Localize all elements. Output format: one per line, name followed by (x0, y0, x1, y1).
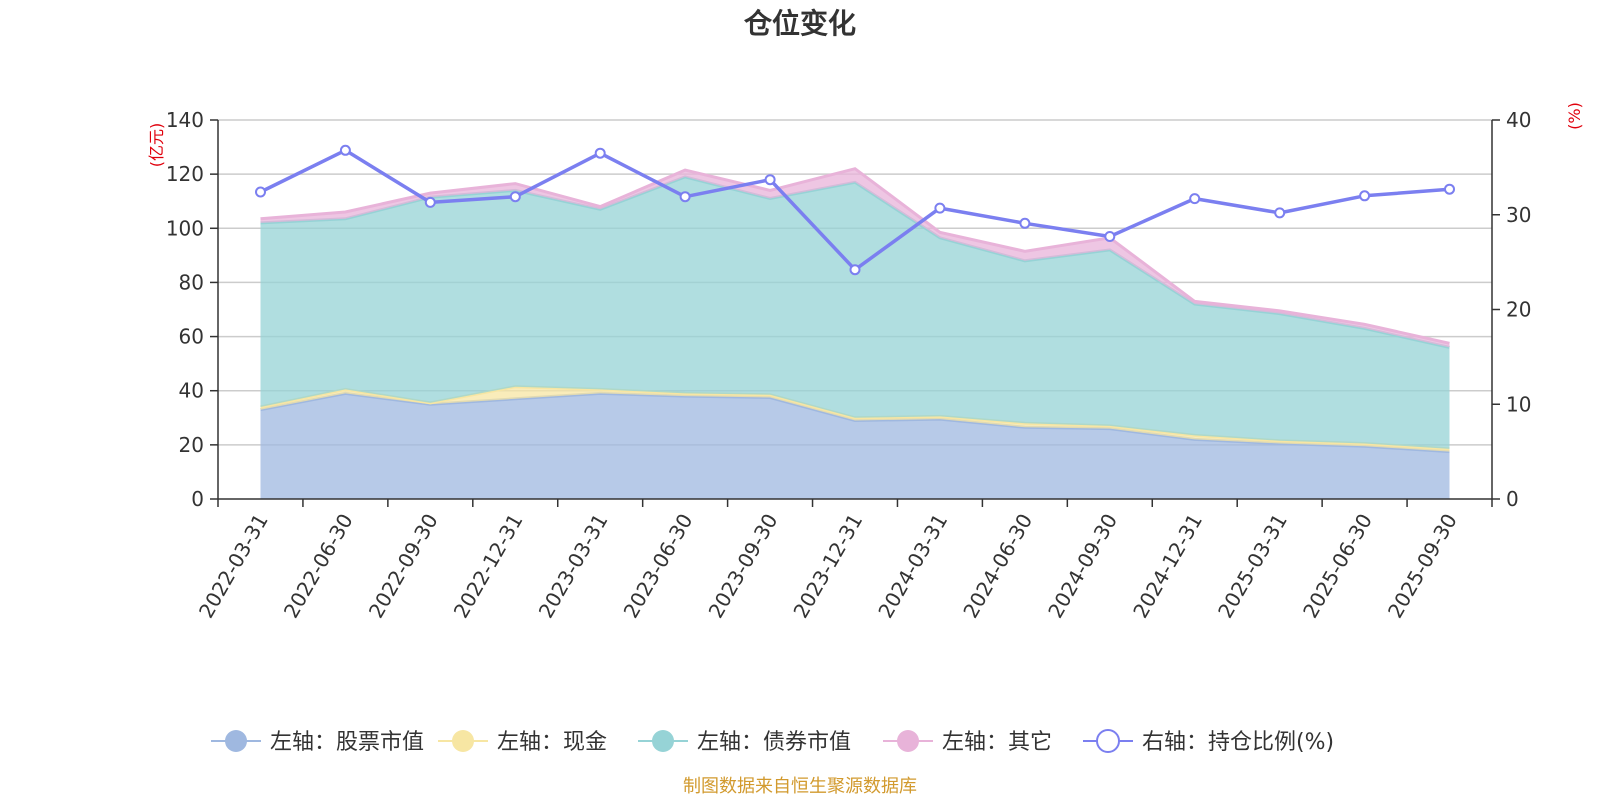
ratio-line (255, 144, 1455, 276)
x-tick-label-6: 2023-09-30 (703, 510, 782, 623)
legend: 左轴：股票市值 左轴：现金 左轴：债券市值 左轴：其它 右轴：持仓比例(%) (211, 729, 1334, 755)
ratio-point-10 (1104, 231, 1116, 242)
source-note: 制图数据来自恒生聚源数据库 (683, 776, 917, 797)
area-edge-3 (260, 167, 1450, 345)
right-tick-label-10: 10 (1506, 392, 1531, 416)
legend-marker-4 (1096, 729, 1120, 753)
legend-label-1: 左轴：现金 (497, 730, 607, 755)
legend-marker-1 (452, 730, 474, 752)
left-tick-label-60: 60 (179, 325, 204, 349)
x-tick-label-2: 2022-09-30 (364, 510, 443, 623)
ratio-point-11 (1189, 193, 1201, 205)
x-tick-label-10: 2024-09-30 (1043, 510, 1122, 623)
ratio-point-14 (1444, 183, 1455, 195)
ratio-point-5 (679, 191, 691, 203)
x-tick-label-4: 2023-03-31 (534, 510, 613, 623)
x-tick-label-12: 2025-03-31 (1213, 510, 1292, 623)
left-tick-label-140: 140 (166, 108, 204, 132)
x-tick-label-11: 2024-12-31 (1128, 510, 1207, 623)
x-tick-label-8: 2024-03-31 (873, 510, 952, 623)
area-series-2 (260, 176, 1450, 449)
x-tick-label-0: 2022-03-31 (194, 510, 273, 623)
left-tick-label-20: 20 (179, 433, 204, 457)
x-tick-label-14: 2025-09-30 (1383, 510, 1462, 623)
x-tick-label-13: 2025-06-30 (1298, 510, 1377, 623)
legend-label-0: 左轴：股票市值 (270, 730, 424, 755)
left-tick-label-120: 120 (166, 162, 204, 186)
left-tick-label-80: 80 (179, 270, 204, 294)
x-tick-label-9: 2024-06-30 (958, 510, 1037, 623)
ratio-point-4 (594, 147, 606, 159)
ratio-point-2 (424, 196, 436, 208)
ratio-point-0 (255, 186, 266, 198)
legend-label-2: 左轴：债券市值 (697, 730, 851, 755)
ratio-point-9 (1019, 217, 1031, 229)
ratio-point-3 (509, 191, 521, 203)
left-tick-label-0: 0 (191, 487, 204, 511)
chart-title: 仓位变化 (744, 7, 856, 40)
legend-label-4: 右轴：持仓比例(%) (1142, 730, 1334, 755)
ratio-point-12 (1274, 207, 1286, 219)
legend-label-3: 左轴：其它 (942, 730, 1052, 755)
legend-item-4: 右轴：持仓比例(%) (1083, 729, 1334, 755)
legend-item-2: 左轴：债券市值 (638, 730, 851, 755)
legend-marker-0 (225, 730, 247, 752)
right-axis-name: (%) (1565, 102, 1584, 130)
left-tick-label-100: 100 (166, 216, 204, 240)
ratio-point-8 (934, 202, 946, 214)
left-tick-label-40: 40 (179, 379, 204, 403)
x-tick-label-1: 2022-06-30 (279, 510, 358, 623)
area-series-0 (260, 393, 1450, 499)
x-tick-label-3: 2022-12-31 (449, 510, 528, 623)
legend-marker-2 (652, 730, 674, 752)
legend-item-1: 左轴：现金 (438, 730, 607, 755)
ratio-point-13 (1359, 190, 1371, 202)
legend-marker-3 (897, 730, 919, 752)
ratio-point-1 (339, 144, 351, 156)
right-tick-label-0: 0 (1506, 487, 1519, 511)
ratio-point-6 (764, 174, 776, 186)
right-tick-label-30: 30 (1506, 203, 1531, 227)
right-tick-label-40: 40 (1506, 108, 1531, 132)
legend-item-0: 左轴：股票市值 (211, 730, 424, 755)
x-tick-label-5: 2023-06-30 (619, 510, 698, 623)
right-tick-label-20: 20 (1506, 298, 1531, 322)
legend-item-3: 左轴：其它 (883, 730, 1052, 755)
x-tick-label-7: 2023-12-31 (788, 510, 867, 623)
stacked-areas (260, 167, 1450, 499)
left-axis-name: (亿元) (147, 123, 166, 168)
ratio-point-7 (849, 264, 861, 276)
